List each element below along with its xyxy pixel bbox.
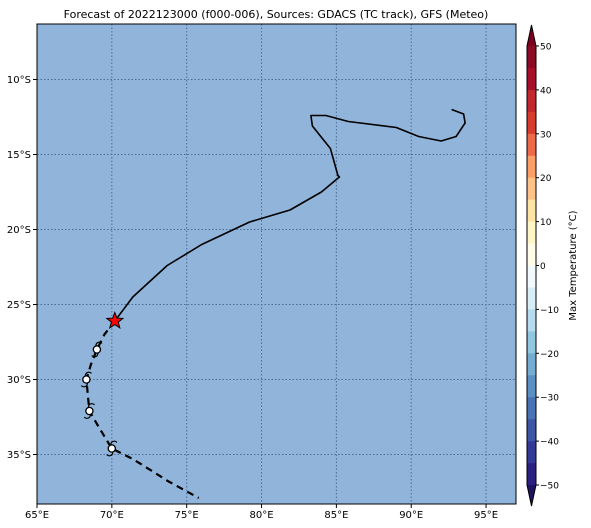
colorbar-band	[527, 133, 536, 157]
cyclone-icon	[106, 440, 118, 457]
colorbar-band	[527, 89, 536, 113]
colorbar-tick-label: −20	[540, 350, 559, 360]
past-track-line	[114, 108, 466, 322]
lat-tick-label: 30°S	[7, 375, 31, 386]
colorbar-tick-label: 40	[540, 86, 552, 96]
lat-tick-label: 15°S	[7, 150, 31, 161]
cyclone-icon	[91, 341, 103, 358]
cyclone-icon	[83, 403, 95, 419]
cyclone-track	[80, 108, 466, 499]
longitude-ticks: 65°E 70°E 75°E 80°E 85°E 90°E 95°E	[25, 504, 498, 521]
colorbar-band	[527, 265, 536, 288]
lat-tick-label: 35°S	[7, 450, 31, 461]
colorbar-tick-label: 10	[540, 218, 552, 228]
colorbar-band	[527, 353, 536, 376]
colorbar-band	[527, 463, 536, 486]
lon-tick-label: 95°E	[474, 510, 498, 521]
lon-tick-label: 70°E	[100, 510, 124, 521]
lon-tick-label: 90°E	[399, 510, 423, 521]
graticule	[37, 24, 516, 504]
colorbar-tick-label: −10	[540, 306, 559, 316]
colorbar-tick-label: 30	[540, 130, 552, 140]
colorbar-tick-label: 0	[540, 262, 546, 272]
lat-tick-label: 10°S	[7, 75, 31, 86]
lon-tick-label: 85°E	[324, 510, 348, 521]
colorbar-tick-label: 50	[540, 43, 552, 53]
lon-tick-label: 75°E	[175, 510, 199, 521]
colorbar-band	[527, 287, 536, 310]
colorbar-band	[527, 397, 536, 420]
figure-title: Forecast of 2022123000 (f000-006), Sourc…	[64, 8, 489, 21]
colorbar-band	[527, 309, 536, 332]
colorbar: 50 40 30 20 10 0 −10 −20 −30 −40 −50 Max Temperatu…	[526, 24, 579, 507]
colorbar-extend-top	[527, 25, 536, 46]
colorbar-band	[527, 46, 536, 69]
lon-tick-label: 80°E	[250, 510, 274, 521]
lat-tick-label: 25°S	[7, 300, 31, 311]
colorbar-band	[527, 441, 536, 464]
colorbar-band	[527, 67, 536, 91]
colorbar-extend-bottom	[527, 485, 536, 506]
colorbar-band	[527, 199, 536, 222]
colorbar-bands	[526, 24, 537, 507]
colorbar-band	[527, 221, 536, 244]
colorbar-tick-label: −40	[540, 438, 559, 448]
colorbar-band	[527, 331, 536, 354]
colorbar-band	[527, 375, 536, 398]
star-icon	[105, 311, 125, 330]
colorbar-band	[527, 419, 536, 442]
cyclone-icon	[80, 371, 92, 388]
colorbar-label: Max Temperature (°C)	[568, 210, 579, 320]
map-frame	[36, 23, 517, 505]
latitude-ticks: 10°S 15°S 20°S 25°S 30°S 35°S	[7, 75, 37, 461]
colorbar-tick-label: −30	[540, 394, 559, 404]
colorbar-band	[527, 111, 536, 135]
colorbar-band	[527, 177, 536, 200]
lon-tick-label: 65°E	[25, 510, 49, 521]
ocean-background	[37, 24, 516, 504]
colorbar-tick-label: −50	[540, 482, 559, 492]
map-panel: 65°E 70°E 75°E 80°E 85°E 90°E 95°E 10°S 15°S 20°…	[7, 23, 517, 521]
forecast-track-line	[85, 320, 200, 499]
lat-tick-label: 20°S	[7, 225, 31, 236]
colorbar-tick-label: 20	[540, 174, 552, 184]
colorbar-band	[527, 243, 536, 266]
colorbar-band	[527, 155, 536, 178]
colorbar-ticks: 50 40 30 20 10 0 −10 −20 −30 −40 −50	[536, 43, 559, 492]
